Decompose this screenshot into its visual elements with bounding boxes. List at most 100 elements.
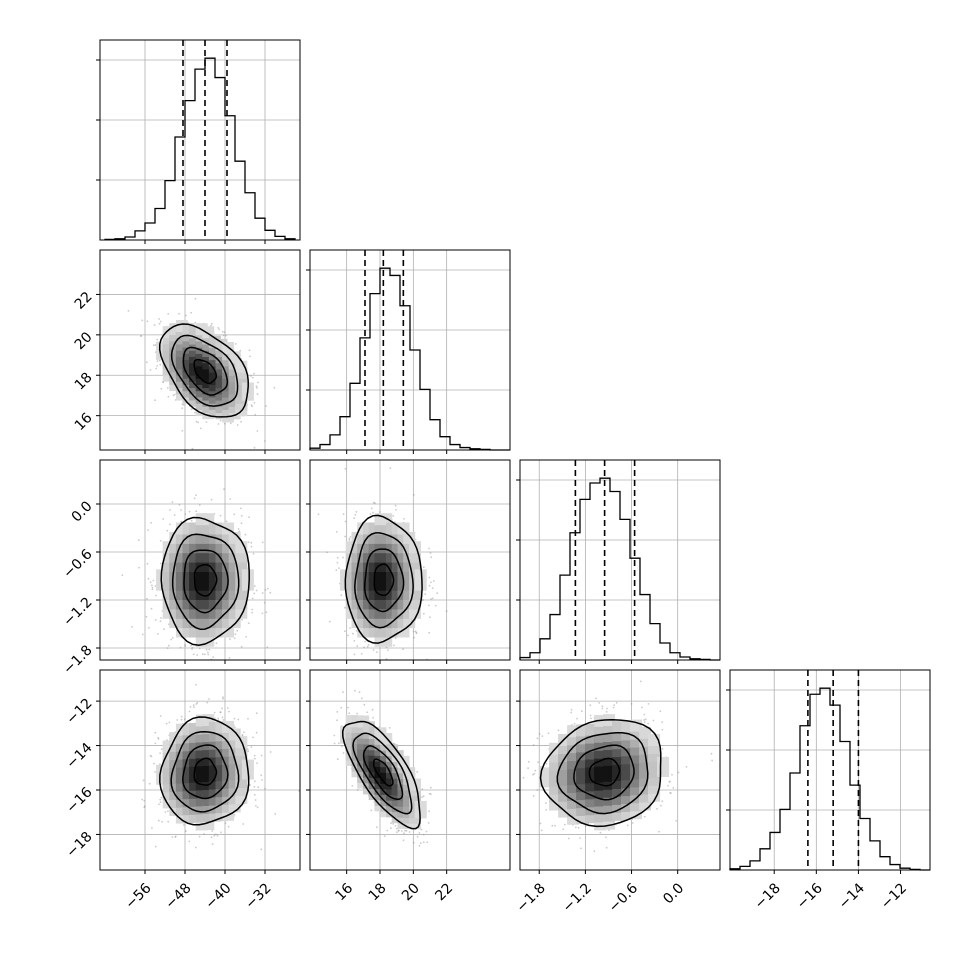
- scatter-point: [193, 706, 195, 708]
- scatter-point: [570, 708, 573, 711]
- scatter-point: [364, 640, 366, 643]
- scatter-point: [243, 731, 245, 734]
- scatter-point: [198, 647, 201, 650]
- scatter-point: [398, 829, 400, 832]
- scatter-point: [198, 835, 201, 838]
- scatter-point: [154, 771, 157, 773]
- scatter-point: [181, 403, 184, 406]
- scatter-point: [351, 785, 354, 787]
- scatter-point: [388, 727, 391, 729]
- scatter-point: [166, 529, 169, 532]
- scatter-point: [240, 645, 243, 648]
- scatter-point: [641, 706, 643, 709]
- contour-level-1: [182, 744, 229, 800]
- scatter-point: [400, 830, 403, 832]
- scatter-point: [167, 313, 170, 315]
- scatter-point: [363, 646, 365, 649]
- scatter-point: [180, 509, 182, 511]
- scatter-point: [180, 718, 183, 721]
- scatter-point: [353, 640, 356, 642]
- scatter-point: [195, 510, 198, 513]
- scatter-point: [394, 504, 397, 507]
- scatter-point: [363, 703, 366, 706]
- scatter-point: [253, 446, 256, 449]
- scatter-point: [395, 509, 397, 511]
- scatter-point: [158, 803, 160, 806]
- scatter-point: [403, 832, 405, 835]
- scatter-point: [252, 552, 255, 555]
- scatter-point: [167, 395, 170, 398]
- pair-content: [520, 670, 720, 870]
- scatter-point: [372, 501, 375, 504]
- scatter-point: [574, 826, 577, 829]
- scatter-point: [337, 742, 340, 745]
- scatter-point: [264, 588, 267, 591]
- scatter-point: [643, 719, 646, 721]
- scatter-point: [220, 831, 222, 834]
- scatter-point: [171, 637, 174, 639]
- scatter-point: [149, 369, 152, 371]
- scatter-point: [344, 606, 346, 609]
- pair-content: [310, 670, 510, 870]
- scatter-point: [547, 732, 550, 735]
- scatter-point: [355, 511, 358, 513]
- scatter-point: [390, 827, 392, 830]
- scatter-point: [422, 833, 425, 836]
- x-tick-label: −14: [836, 880, 868, 912]
- scatter-point: [430, 581, 432, 584]
- scatter-point: [238, 530, 241, 533]
- scatter-point: [675, 820, 678, 822]
- scatter-point: [354, 513, 357, 516]
- scatter-point: [233, 513, 236, 516]
- scatter-point: [579, 837, 581, 839]
- scatter-point: [188, 840, 191, 843]
- scatter-point: [184, 513, 187, 515]
- scatter-point: [221, 716, 224, 719]
- scatter-point: [371, 664, 373, 666]
- scatter-point: [210, 324, 212, 327]
- scatter-point: [428, 631, 431, 634]
- scatter-point: [422, 566, 425, 569]
- scatter-point: [155, 594, 157, 597]
- scatter-point: [421, 796, 424, 799]
- scatter-point: [356, 712, 358, 715]
- scatter-point: [217, 423, 220, 425]
- scatter-point: [162, 381, 165, 384]
- y-tick-label: −14: [63, 740, 95, 772]
- scatter-point: [157, 736, 160, 739]
- scatter-point: [390, 822, 392, 825]
- scatter-point: [430, 786, 432, 789]
- scatter-point: [658, 830, 660, 833]
- scatter-point: [121, 574, 124, 576]
- scatter-point: [181, 407, 184, 410]
- scatter-point: [171, 836, 174, 838]
- scatter-point: [164, 811, 167, 813]
- scatter-point: [141, 319, 144, 322]
- histogram-step-3: [729, 687, 930, 871]
- scatter-point: [240, 522, 243, 525]
- pair-content: [100, 250, 300, 450]
- scatter-point: [416, 771, 419, 773]
- scatter-point: [194, 297, 197, 300]
- contour-level-2: [170, 731, 240, 813]
- scatter-point: [396, 831, 398, 834]
- scatter-point: [219, 419, 222, 422]
- scatter-point: [138, 566, 140, 569]
- scatter-point: [532, 795, 535, 797]
- pair-frame-0-1: [99, 249, 301, 451]
- scatter-point: [160, 387, 163, 390]
- y-tick-label: −0.6: [60, 546, 95, 581]
- scatter-point: [347, 706, 349, 709]
- pair-frame-1-3: [309, 669, 511, 871]
- scatter-point: [196, 701, 199, 704]
- scatter-point: [577, 826, 580, 829]
- scatter-point: [143, 799, 146, 802]
- scatter-point: [168, 721, 171, 724]
- pair-frame-0-3: [99, 669, 301, 871]
- density-cell: [228, 351, 241, 364]
- scatter-point: [601, 707, 604, 710]
- scatter-point: [545, 802, 547, 804]
- scatter-point: [545, 762, 548, 765]
- scatter-point: [667, 784, 669, 787]
